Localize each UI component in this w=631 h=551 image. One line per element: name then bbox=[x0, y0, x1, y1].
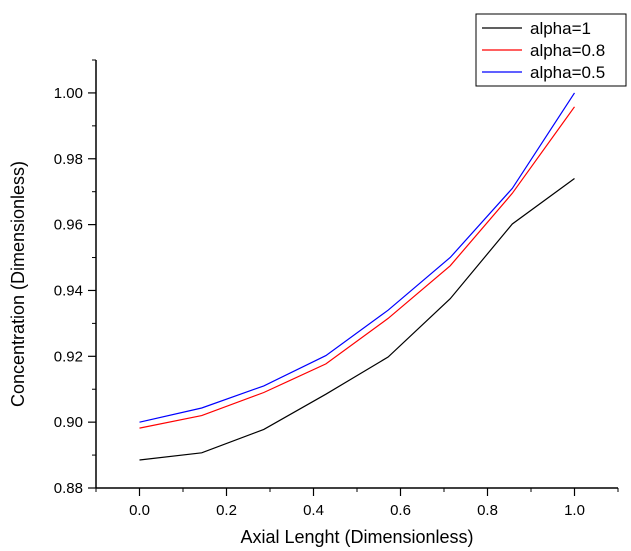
series-line-1 bbox=[139, 178, 575, 461]
series-line-2 bbox=[139, 106, 575, 429]
y-tick-label: 0.88 bbox=[54, 480, 83, 497]
y-tick-label: 1.00 bbox=[54, 85, 83, 102]
y-tick-label: 0.98 bbox=[54, 151, 83, 168]
series-layer bbox=[139, 92, 576, 461]
x-tick-label: 0.6 bbox=[390, 502, 411, 519]
x-tick-label: 0.4 bbox=[303, 502, 324, 519]
x-tick-label: 0.0 bbox=[129, 502, 150, 519]
x-tick-label: 0.8 bbox=[477, 502, 498, 519]
y-tick-label: 0.94 bbox=[54, 282, 83, 299]
legend-label-2: alpha=0.8 bbox=[530, 41, 605, 60]
series-line-3 bbox=[139, 92, 576, 423]
y-axis-title: Concentration (Dimensionless) bbox=[8, 161, 28, 407]
legend-label-3: alpha=0.5 bbox=[530, 63, 605, 82]
legend-label-1: alpha=1 bbox=[530, 19, 591, 38]
x-tick-label: 0.2 bbox=[216, 502, 237, 519]
y-tick-label: 0.96 bbox=[54, 217, 83, 234]
y-tick-label: 0.90 bbox=[54, 414, 83, 431]
legend: alpha=1 alpha=0.8 alpha=0.5 bbox=[475, 13, 627, 87]
axes: 0.0 0.2 0.4 0.6 0.8 1.0 0.88 0.90 0.92 0.94 0.96 0.… bbox=[54, 59, 619, 519]
x-axis-title: Axial Lenght (Dimensionless) bbox=[240, 527, 473, 547]
y-tick-label: 0.92 bbox=[54, 348, 83, 365]
x-tick-label: 1.0 bbox=[564, 502, 585, 519]
